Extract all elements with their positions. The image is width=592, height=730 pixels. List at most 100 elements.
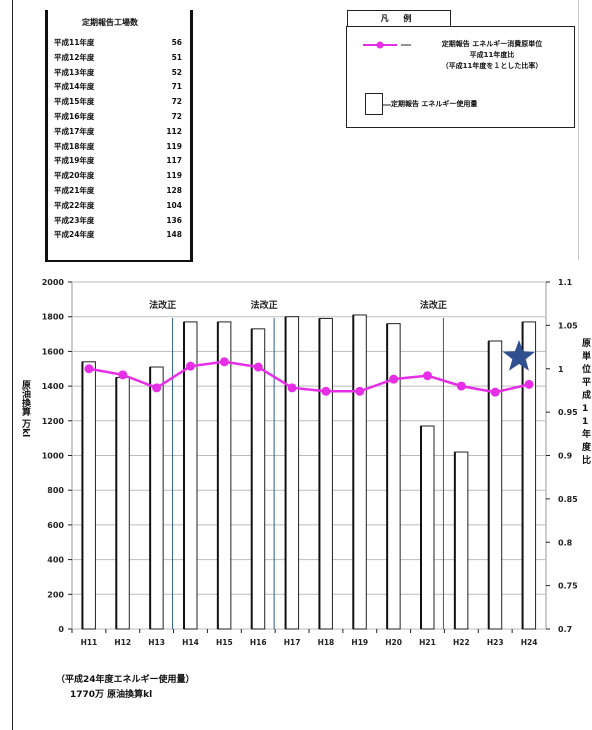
factory-row-count: 148 (166, 230, 182, 240)
energy-bar (81, 361, 96, 630)
y-left-tick-label: 2000 (42, 278, 65, 287)
intensity-point (355, 386, 365, 396)
page-right-border (578, 0, 579, 260)
energy-bar (352, 314, 367, 630)
factory-row: 平成19年度 117 (54, 154, 186, 169)
star-icon (502, 340, 536, 371)
y-right-tick-label: 0.7 (558, 625, 572, 634)
y-left-tick-label: 1000 (42, 452, 65, 461)
y-left-tick-label: 0 (58, 625, 64, 634)
law-revision-label: 法改正 (251, 299, 278, 311)
intensity-point (321, 386, 331, 396)
factory-row-count: 52 (171, 67, 182, 77)
factory-row: 平成12年度 51 (54, 51, 186, 66)
energy-bar (285, 316, 300, 630)
y-right-tick-label: 0.85 (558, 495, 578, 504)
x-category-label: H16 (250, 638, 267, 647)
intensity-point (253, 362, 263, 372)
factory-row-year: 平成12年度 (54, 52, 95, 62)
factory-row-year: 平成16年度 (54, 111, 95, 121)
x-category-label: H14 (182, 638, 199, 647)
x-category-label: H21 (419, 638, 436, 647)
energy-bar (420, 425, 435, 630)
factory-row-year: 平成19年度 (54, 156, 95, 166)
footnote-line-1: （平成24年度エネルギー使用量） (56, 675, 195, 685)
factory-row-count: 128 (166, 185, 182, 195)
y-left-tick-label: 800 (47, 486, 64, 495)
legend-line-text: 定期報告 エネルギー消費原単位 平成11年度比 （平成11年度を１とした比率） (417, 39, 567, 72)
y-left-tick-label: 400 (47, 556, 64, 565)
y-right-tick-label: 0.95 (558, 408, 578, 417)
y-right-axis-label: 原単位平成11年度比 (582, 339, 592, 466)
y-left-tick-label: 1800 (42, 313, 65, 322)
page-left-border (12, 0, 13, 730)
y-left-tick-label: 1600 (42, 347, 65, 356)
factory-row-year: 平成22年度 (54, 200, 95, 210)
factory-row-year: 平成20年度 (54, 171, 95, 181)
x-category-label: H20 (385, 638, 402, 647)
y-left-tick-label: 200 (47, 590, 64, 599)
legend-box: 定期報告 エネルギー消費原単位 平成11年度比 （平成11年度を１とした比率） … (346, 26, 575, 128)
factory-row-year: 平成15年度 (54, 97, 95, 107)
x-category-label: H22 (453, 638, 470, 647)
legend-bar-label: 定期報告 エネルギー使用量 (391, 100, 478, 108)
law-revision-label: 法改正 (149, 299, 176, 311)
legend-bar-item: 定期報告 エネルギー使用量 (365, 93, 565, 117)
factory-row: 平成16年度 72 (54, 110, 186, 125)
intensity-point (219, 357, 229, 367)
intensity-point (287, 383, 297, 393)
x-category-label: H24 (521, 638, 538, 647)
factory-row-year: 平成21年度 (54, 185, 95, 195)
legend-line-label-2: 平成11年度比 (469, 51, 515, 59)
factory-row: 平成13年度 52 (54, 66, 186, 81)
y-right-tick-label: 0.8 (558, 538, 573, 547)
x-category-label: H17 (284, 638, 301, 647)
factory-row: 平成18年度 119 (54, 140, 186, 155)
legend-bar-swatch-icon (365, 93, 383, 115)
x-category-label: H23 (487, 638, 504, 647)
legend-line-marker-icon (363, 41, 411, 49)
x-category-label: H15 (216, 638, 233, 647)
x-category-label: H13 (148, 638, 165, 647)
y-right-tick-label: 1.05 (558, 321, 578, 330)
factory-row-count: 104 (166, 200, 182, 210)
factory-row-count: 72 (171, 97, 182, 107)
intensity-point (389, 374, 399, 384)
legend-line-item: 定期報告 エネルギー消費原単位 平成11年度比 （平成11年度を１とした比率） (361, 39, 561, 79)
legend-line-label-3: （平成11年度を１とした比率） (441, 62, 543, 70)
intensity-line (88, 360, 530, 394)
factory-row-year: 平成13年度 (54, 67, 95, 77)
energy-bar (149, 366, 164, 630)
x-category-label: H11 (81, 638, 98, 647)
legend-line-label-1: 定期報告 エネルギー消費原単位 (441, 40, 543, 48)
factory-row: 平成11年度 56 (54, 36, 186, 51)
factory-row-year: 平成17年度 (54, 126, 95, 136)
factory-row-count: 51 (171, 52, 182, 62)
factory-row-count: 136 (166, 215, 182, 225)
legend-bar-pointer-icon (383, 104, 391, 106)
y-left-tick-label: 1400 (42, 382, 65, 391)
factory-row-year: 平成24年度 (54, 230, 95, 240)
intensity-point (524, 379, 534, 389)
energy-bar (318, 317, 333, 630)
intensity-point (490, 387, 500, 397)
intensity-point (84, 364, 94, 374)
intensity-point (456, 381, 466, 391)
factory-table-rows: 平成11年度 56 平成12年度 51 平成13年度 52 平成14年度 71 平成15年度 72… (54, 36, 186, 243)
y-right-tick-label: 1.1 (558, 278, 573, 287)
energy-bar (522, 321, 537, 630)
factory-row: 平成22年度 104 (54, 199, 186, 214)
energy-bar (251, 328, 266, 630)
factory-row-count: 119 (166, 171, 182, 181)
factory-row-year: 平成14年度 (54, 82, 95, 92)
intensity-point (423, 371, 432, 381)
factory-row-year: 平成23年度 (54, 215, 95, 225)
intensity-point (186, 361, 195, 371)
factory-row-count: 117 (166, 156, 182, 166)
footnote: （平成24年度エネルギー使用量） 1770万 原油換算kl (56, 673, 195, 703)
x-category-label: H19 (351, 638, 368, 647)
y-left-tick-label: 600 (47, 521, 64, 530)
x-category-label: H18 (318, 638, 335, 647)
energy-bar (488, 340, 503, 630)
